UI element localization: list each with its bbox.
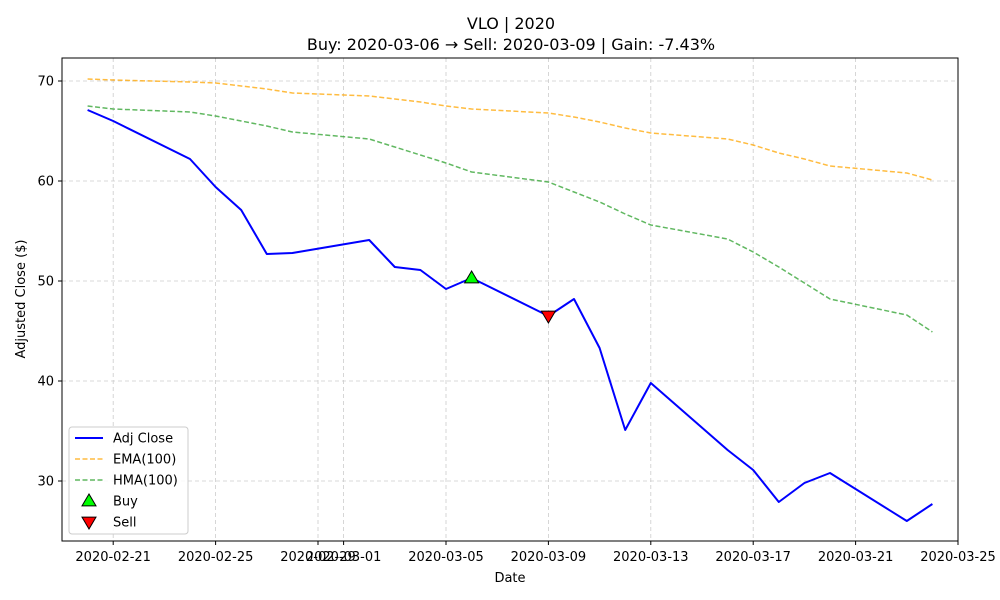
legend-label-sell: Sell: [113, 516, 136, 531]
chart-title: VLO | 2020: [467, 14, 555, 33]
plot-area-frame: [61, 57, 959, 542]
y-axis-label: Adjusted Close ($): [14, 240, 29, 359]
legend-box: [68, 426, 189, 535]
legend: Adj Close EMA(100) HMA(100) Buy Sell: [68, 426, 189, 535]
x-tick-label: 2020-03-05: [408, 550, 484, 565]
y-tick-label: 50: [37, 275, 54, 290]
x-tick-label: 2020-03-09: [511, 550, 587, 565]
series-line-adj-close: [87, 109, 933, 522]
x-tick-label: 2020-03-21: [818, 550, 894, 565]
y-tick-label: 70: [37, 75, 54, 90]
series-line-hma-100: [87, 105, 933, 333]
x-axis-label: Date: [494, 571, 525, 586]
trade-markers: [463, 270, 557, 324]
grid: [62, 58, 959, 541]
x-tick-label: 2020-03-25: [920, 550, 996, 565]
x-tick-label: 2020-03-01: [306, 550, 382, 565]
x-tick-label: 2020-02-25: [178, 550, 254, 565]
legend-label-buy: Buy: [113, 495, 138, 510]
sell-marker: [540, 310, 557, 324]
legend-label-adj-close: Adj Close: [113, 432, 173, 447]
x-tick-label: 2020-03-13: [613, 550, 689, 565]
y-tick-label: 60: [37, 175, 54, 190]
x-tick-label: 2020-02-29: [280, 550, 356, 565]
buy-marker: [463, 270, 480, 284]
legend-swatch-buy: [81, 493, 97, 507]
x-tick-label: 2020-02-21: [75, 550, 151, 565]
y-tick-label: 40: [37, 375, 54, 390]
series-line-ema-100: [87, 78, 933, 181]
x-axis-ticks: 2020-02-21 2020-02-25 2020-02-292020-03-01…: [75, 541, 996, 565]
y-axis-ticks: 30 40 50 60 70: [37, 75, 62, 490]
y-tick-label: 30: [37, 475, 54, 490]
legend-label-hma-100: HMA(100): [113, 474, 178, 489]
legend-swatch-sell: [81, 516, 97, 530]
x-tick-label: 2020-03-17: [715, 550, 791, 565]
chart-subtitle: Buy: 2020-03-06 → Sell: 2020-03-09 | Gai…: [307, 35, 715, 54]
series-lines: [87, 78, 933, 522]
legend-label-ema-100: EMA(100): [113, 453, 176, 468]
